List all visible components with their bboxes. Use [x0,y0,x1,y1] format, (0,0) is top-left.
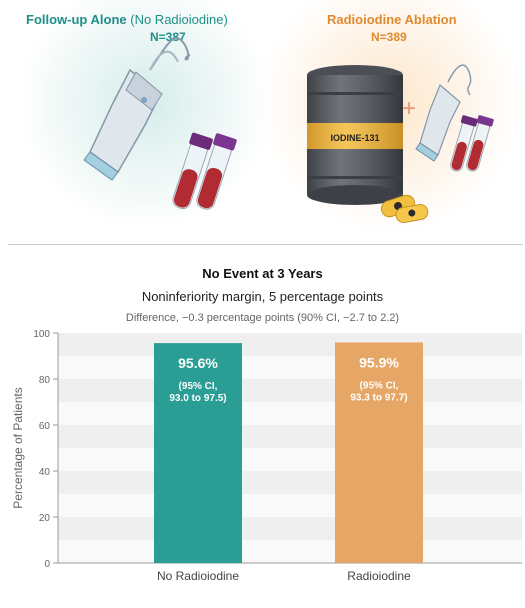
grid-band [58,379,522,402]
ultrasound-probe-icon [83,37,191,181]
bar-value-label: 95.6% [178,355,218,371]
bar-ci-label: (95% CI, [360,380,399,391]
blood-tubes-icon [172,132,237,210]
grid-band [58,540,522,563]
grid-band [58,471,522,494]
y-tick-label: 20 [39,513,51,524]
plus-icon: + [402,95,416,122]
y-tick-label: 40 [39,467,51,478]
difference-note: Difference, −0.3 percentage points (90% … [125,312,400,324]
y-tick-label: 80 [39,375,51,386]
follow-up-arm-n: N=387 [150,30,186,44]
small-blood-tubes-icon [450,115,494,172]
follow-up-arm-title-paren: (No Radioiodine) [130,12,228,27]
bar [335,342,423,563]
radioiodine-arm-title: Radioiodine Ablation [327,12,457,27]
grid-band [58,448,522,471]
x-category-label: No Radioiodine [157,569,239,583]
iodine-131-canister-icon: IODINE-131 [307,65,403,205]
grid-band [58,356,522,379]
follow-up-arm-title-main: Follow-up Alone [26,12,127,27]
radioiodine-arm-n: N=389 [371,30,407,44]
y-axis-label: Percentage of Patients [11,387,25,508]
bar-ci-label: 93.3 to 97.7) [350,392,407,403]
grid-band [58,402,522,425]
y-tick-label: 0 [44,559,50,570]
follow-up-arm-title: Follow-up Alone (No Radioiodine) [26,12,228,27]
radioactive-capsules-icon [380,194,429,223]
bar-value-label: 95.9% [359,354,399,370]
grid-band [58,494,522,517]
bar [154,343,242,563]
grid-band [58,333,522,356]
chart-subtitle: Noninferiority margin, 5 percentage poin… [141,289,384,304]
small-ultrasound-probe-icon [415,64,472,162]
y-tick-label: 60 [39,421,51,432]
x-category-label: Radioiodine [347,569,411,583]
chart-title: No Event at 3 Years [202,266,323,281]
grid-band [58,425,522,448]
section-divider [8,244,523,245]
bar-ci-label: (95% CI, [179,381,218,392]
grid-band [58,517,522,540]
bar-chart: 0 20 40 60 80 100 Percentage of Patients 95.6% (… [11,329,522,583]
canister-label: IODINE-131 [330,133,379,143]
y-tick-label: 100 [33,329,50,340]
bar-ci-label: 93.0 to 97.5) [169,393,226,404]
study-arms-illustration: Follow-up Alone (No Radioiodine) N=387 R… [0,0,525,240]
study-illustrations: IODINE-131 + [83,37,494,223]
